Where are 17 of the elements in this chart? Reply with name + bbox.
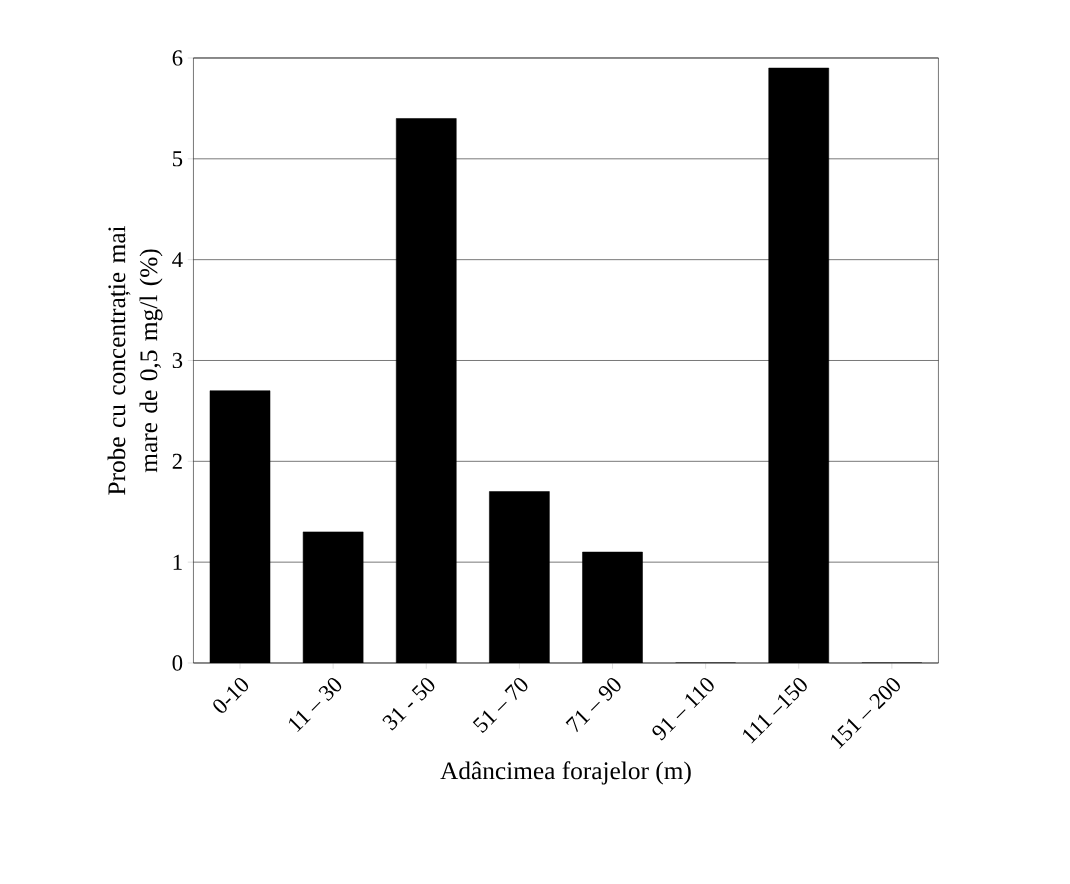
y-axis-title: Probe cu concentrație mai mare de 0,5 mg/l (%) [107, 225, 163, 495]
x-axis-title: Adâncimea forajelor (m) [440, 761, 691, 785]
x-tick-label: 91 – 110 [652, 678, 714, 741]
y-tick-label: 1 [173, 554, 182, 570]
x-tick-label: 11 – 30 [288, 678, 342, 733]
x-tick-label: 151 – 200 [831, 678, 900, 749]
y-tick-label: 5 [173, 151, 183, 167]
x-tick-label: 0-10 [213, 678, 249, 713]
y-tick-label: 6 [172, 50, 183, 66]
y-tick-label: 2 [172, 453, 182, 469]
y-tick-label: 3 [172, 352, 183, 369]
x-tick-label: 71 – 90 [565, 678, 621, 733]
x-tick-label: 31 - 50 [382, 678, 435, 731]
x-tick-label: 51 – 70 [472, 678, 528, 733]
x-tick-label: 111 –150 [743, 678, 807, 744]
y-tick-label: 4 [172, 252, 183, 268]
y-tick-label: 0 [172, 655, 183, 671]
